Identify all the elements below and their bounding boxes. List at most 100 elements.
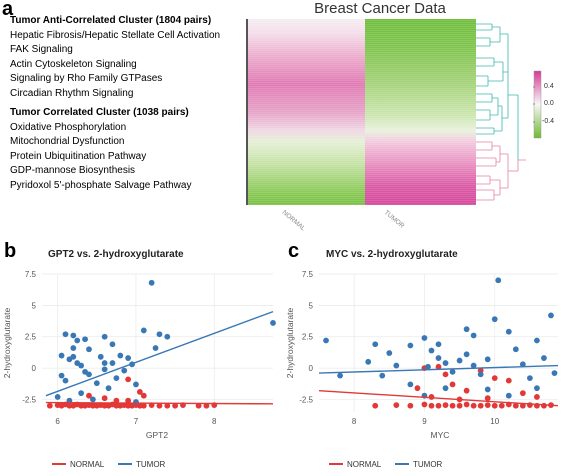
chart-title-myc: MYC vs. 2-hydroxyglutarate bbox=[326, 249, 458, 260]
scatter-point-tumor bbox=[82, 336, 88, 343]
scatter-point-tumor bbox=[512, 346, 519, 353]
trend-line-tumor bbox=[318, 364, 559, 374]
chart-title-gpt2: GPT2 vs. 2-hydroxyglutarate bbox=[48, 249, 184, 260]
scatter-point-tumor bbox=[337, 372, 343, 379]
scatter-point-tumor bbox=[78, 362, 85, 369]
scatter-point-tumor bbox=[428, 347, 435, 354]
trend-line-normal bbox=[318, 389, 559, 407]
scatter-point-normal bbox=[86, 392, 92, 399]
scatter-point-normal bbox=[435, 402, 442, 409]
x-tick-label: 6 bbox=[55, 417, 60, 426]
scatter-point-tumor bbox=[117, 352, 124, 359]
scatter-point-tumor bbox=[156, 331, 163, 338]
scatter-point-tumor bbox=[164, 333, 171, 340]
anti-cluster-item: Actin Cytoskeleton Signaling bbox=[10, 58, 137, 70]
scatter-point-normal bbox=[113, 397, 120, 404]
scatter-point-tumor bbox=[470, 332, 477, 339]
scatter-point-normal bbox=[46, 402, 53, 409]
trend-line-normal bbox=[45, 401, 274, 405]
scatter-point-normal bbox=[463, 387, 470, 394]
scatter-point-tumor bbox=[463, 326, 470, 333]
panel-label-c: c bbox=[288, 240, 300, 262]
y-tick-label: 5 bbox=[32, 301, 37, 310]
scatter-point-tumor bbox=[148, 279, 155, 286]
scatter-point-tumor bbox=[477, 371, 484, 378]
y-tick-label: 0 bbox=[32, 364, 37, 373]
corr-cluster-item: Protein Ubiquitination Pathway bbox=[10, 150, 147, 162]
scatter-point-normal bbox=[491, 375, 498, 382]
scatter-point-tumor bbox=[70, 353, 77, 360]
scatter-point-normal bbox=[372, 402, 379, 409]
scatter-point-tumor bbox=[495, 277, 502, 284]
anti-correlated-cluster: Tumor Anti-Correlated Cluster (1804 pair… bbox=[10, 14, 220, 102]
scatter-point-normal bbox=[512, 402, 519, 409]
y-axis-label: 2-hydroxyglutarate bbox=[285, 308, 295, 379]
dendrogram-bottom bbox=[476, 141, 526, 201]
scatter-point-tumor bbox=[442, 360, 449, 366]
scatter-point-tumor bbox=[534, 337, 540, 344]
scatter-point-tumor bbox=[152, 345, 159, 351]
y-tick-label: 7.5 bbox=[25, 270, 37, 279]
anti-cluster-item: FAK Signaling bbox=[10, 44, 73, 56]
y-tick-label: 5 bbox=[309, 301, 314, 310]
scatter-point-tumor bbox=[393, 362, 400, 369]
scatter-point-tumor bbox=[97, 353, 104, 360]
scatter-point-tumor bbox=[456, 357, 463, 364]
corr-cluster-item: Mitochondrial Dysfunction bbox=[10, 136, 125, 148]
scatter-point-normal bbox=[442, 402, 449, 408]
y-tick-label: 0 bbox=[309, 364, 314, 373]
scatter-point-tumor bbox=[62, 377, 69, 384]
scatter-point-tumor bbox=[89, 396, 96, 403]
correlated-cluster: Tumor Correlated Cluster (1038 pairs) Ox… bbox=[10, 106, 191, 194]
scatter-point-normal bbox=[203, 402, 210, 409]
scatter-point-tumor bbox=[470, 362, 477, 369]
legend-label-normal: NORMAL bbox=[70, 460, 105, 469]
scatter-point-normal bbox=[428, 402, 435, 409]
panel-label-b: b bbox=[4, 240, 17, 262]
corr-cluster-header: Tumor Correlated Cluster (1038 pairs) bbox=[10, 107, 189, 118]
scatter-point-normal bbox=[477, 402, 484, 409]
panel-label-a: a bbox=[2, 0, 14, 20]
scatter-point-tumor bbox=[407, 381, 414, 388]
scatter-point-tumor bbox=[365, 358, 372, 365]
scatter-point-normal bbox=[125, 397, 132, 404]
scatter-point-normal bbox=[101, 395, 108, 402]
scatter-point-tumor bbox=[125, 355, 132, 361]
scatter-point-normal bbox=[526, 402, 533, 408]
scatter-point-tumor bbox=[101, 333, 108, 340]
scatter-point-tumor bbox=[74, 337, 81, 344]
x-tick-label: 8 bbox=[212, 417, 217, 426]
scatter-point-tumor bbox=[101, 360, 108, 366]
scatter-point-tumor bbox=[54, 394, 61, 400]
legend-label-tumor: TUMOR bbox=[136, 460, 166, 469]
scatter-point-tumor bbox=[105, 385, 112, 392]
column-label-normal: NORMAL bbox=[281, 209, 307, 232]
heatmap-figure: NORMAL TUMOR bbox=[246, 19, 542, 233]
scatter-point-normal bbox=[164, 402, 171, 409]
scatter-point-tumor bbox=[109, 360, 116, 366]
scatter-point-tumor bbox=[541, 355, 547, 361]
colorbar-tick: 0.0 bbox=[544, 100, 554, 107]
scatter-point-normal bbox=[172, 402, 179, 409]
scatter-point-tumor bbox=[109, 341, 116, 348]
scatter-point-normal bbox=[140, 402, 147, 409]
scatter-point-tumor bbox=[435, 355, 442, 361]
scatter-point-tumor bbox=[270, 320, 276, 326]
x-tick-label: 10 bbox=[490, 417, 499, 426]
scatter-point-normal bbox=[498, 402, 505, 409]
corr-cluster-item: Oxidative Phosphorylation bbox=[10, 121, 127, 133]
scatter-point-tumor bbox=[133, 381, 139, 388]
dendrogram-top bbox=[476, 23, 519, 160]
scatter-point-normal bbox=[463, 401, 470, 408]
scatter-point-tumor bbox=[140, 327, 147, 334]
scatter-point-tumor bbox=[121, 367, 128, 374]
y-tick-label: -2.5 bbox=[299, 395, 313, 404]
scatter-point-tumor bbox=[379, 372, 386, 379]
scatter-point-normal bbox=[407, 402, 414, 409]
scatter-point-tumor bbox=[113, 375, 120, 382]
scatter-point-tumor bbox=[386, 350, 393, 356]
anti-cluster-item: Circadian Rhythm Signaling bbox=[10, 87, 134, 99]
scatter-point-tumor bbox=[101, 366, 108, 373]
scatter-point-normal bbox=[414, 385, 421, 392]
scatter-point-tumor bbox=[58, 352, 65, 359]
